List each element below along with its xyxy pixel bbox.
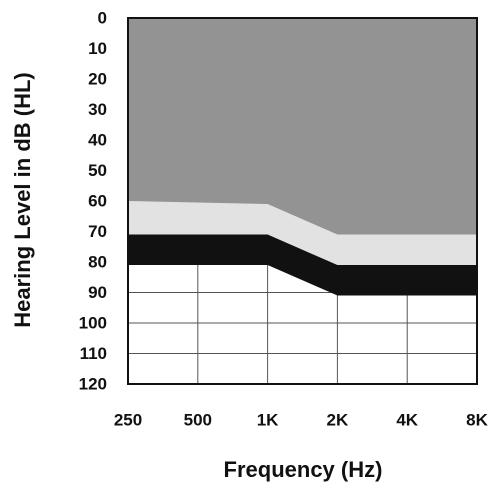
y-tick-label: 100 xyxy=(79,313,107,332)
x-tick-label: 1K xyxy=(257,410,279,429)
x-tick-label: 4K xyxy=(396,410,418,429)
y-tick-label: 120 xyxy=(79,374,107,393)
y-tick-label: 10 xyxy=(88,39,107,58)
y-axis-title: Hearing Level in dB (HL) xyxy=(10,72,35,327)
x-tick-label: 8K xyxy=(466,410,488,429)
y-tick-label: 60 xyxy=(88,191,107,210)
x-axis-title: Frequency (Hz) xyxy=(224,457,383,482)
y-tick-label: 0 xyxy=(98,8,107,27)
area-band xyxy=(128,18,477,235)
x-tick-label: 2K xyxy=(327,410,349,429)
y-tick-label: 20 xyxy=(88,69,107,88)
y-tick-label: 110 xyxy=(80,344,107,363)
y-tick-label: 40 xyxy=(88,130,107,149)
y-tick-label: 80 xyxy=(88,252,107,271)
x-tick-label: 250 xyxy=(114,410,142,429)
y-tick-label: 70 xyxy=(88,222,107,241)
plot-border xyxy=(127,17,478,385)
y-tick-label: 50 xyxy=(88,161,107,180)
y-tick-label: 30 xyxy=(88,100,107,119)
y-tick-label: 90 xyxy=(88,283,107,302)
x-tick-label: 500 xyxy=(184,410,212,429)
